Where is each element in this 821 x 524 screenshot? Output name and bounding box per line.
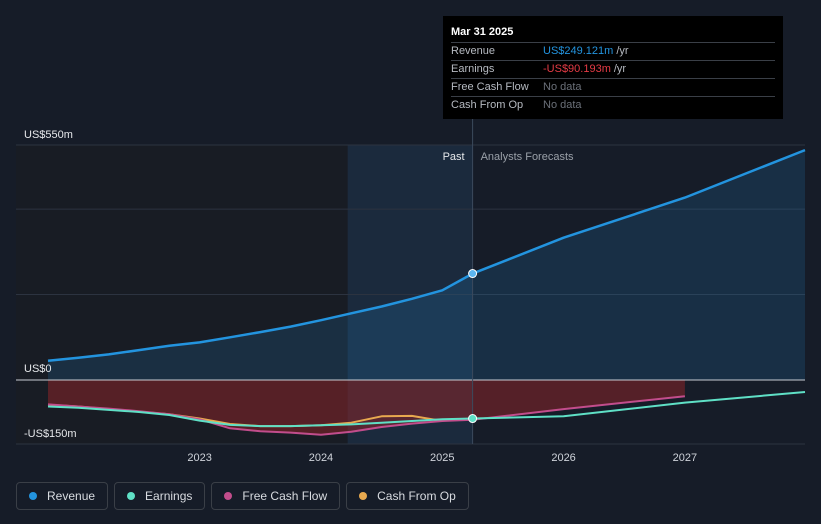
revenue-dot-icon — [29, 492, 37, 500]
y-tick-label: -US$150m — [24, 428, 77, 440]
tooltip-row-cash-from-op: Cash From Op No data — [451, 96, 775, 114]
line-revenue — [47, 148, 806, 363]
legend-item-free-cash-flow[interactable]: Free Cash Flow — [211, 482, 341, 510]
legend-label: Revenue — [47, 489, 96, 503]
tooltip-row-free-cash-flow: Free Cash Flow No data — [451, 78, 775, 96]
earnings-dot-icon — [127, 492, 136, 500]
forecast-label: Analysts Forecasts — [481, 151, 574, 163]
legend: Revenue Earnings Free Cash Flow Cash Fro… — [16, 482, 469, 510]
legend-label: Earnings — [145, 489, 193, 503]
x-tick-label: 2023 — [187, 452, 211, 464]
x-tick-label: 2027 — [673, 452, 697, 464]
tooltip-value: -US$90.193m — [543, 63, 611, 75]
revenue-marker — [468, 269, 478, 279]
legend-item-earnings[interactable]: Earnings — [114, 482, 206, 510]
highlight-markers — [468, 269, 478, 424]
x-tick-label: 2024 — [309, 452, 333, 464]
x-tick-label: 2025 — [430, 452, 454, 464]
earnings-marker — [468, 414, 478, 424]
tooltip-unit: /yr — [616, 45, 629, 57]
y-axis-labels: US$550m US$0 -US$150m — [24, 129, 77, 440]
x-tick-label: 2026 — [551, 452, 575, 464]
tooltip-label: Free Cash Flow — [451, 81, 529, 93]
tooltip-label: Revenue — [451, 45, 496, 57]
legend-label: Cash From Op — [377, 489, 456, 503]
y-tick-label: US$0 — [24, 363, 52, 375]
tooltip-label: Cash From Op — [451, 99, 524, 111]
cash-from-op-dot-icon — [359, 492, 368, 500]
tooltip-date: Mar 31 2025 — [451, 26, 514, 38]
x-axis-labels: 2023 2024 2025 2026 2027 — [187, 452, 697, 464]
revenue-area — [48, 150, 805, 380]
tooltip-value: No data — [543, 99, 582, 111]
tooltip-row-earnings: Earnings -US$90.193m /yr — [451, 60, 775, 78]
y-tick-label: US$550m — [24, 129, 73, 141]
legend-label: Free Cash Flow — [242, 489, 328, 503]
series-lines — [47, 148, 806, 436]
gridlines — [16, 144, 805, 445]
line-earnings — [47, 391, 806, 428]
tooltip-unit: /yr — [613, 63, 627, 75]
free-cash-flow-dot-icon — [224, 492, 233, 500]
tooltip-label: Earnings — [451, 63, 495, 75]
legend-item-revenue[interactable]: Revenue — [16, 482, 109, 510]
tooltip-row-revenue: Revenue US$249.121m /yr — [451, 42, 775, 60]
legend-item-cash-from-op[interactable]: Cash From Op — [346, 482, 469, 510]
tooltip-value: No data — [543, 81, 582, 93]
tooltip-value: US$249.121m — [543, 45, 614, 57]
tooltip: Mar 31 2025 Revenue US$249.121m /yr Earn… — [443, 16, 783, 119]
past-label: Past — [443, 151, 465, 163]
